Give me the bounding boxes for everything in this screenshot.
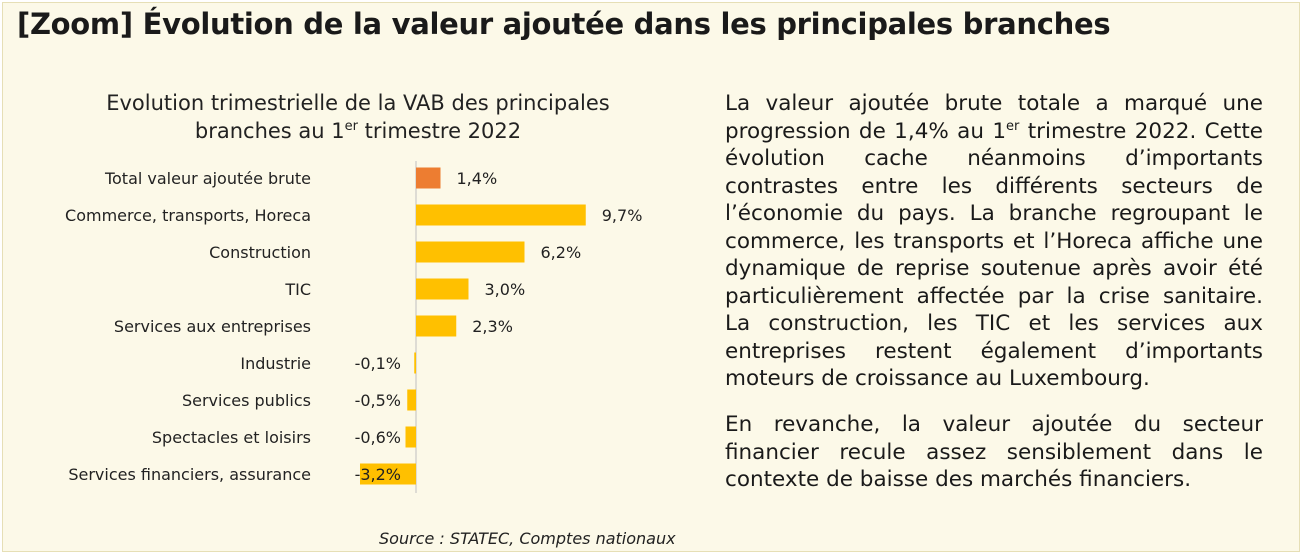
category-label: Services financiers, assurance bbox=[68, 465, 311, 484]
bar bbox=[414, 352, 416, 374]
bar bbox=[416, 167, 441, 189]
category-label: TIC bbox=[284, 280, 311, 299]
data-label: 1,4% bbox=[457, 169, 498, 188]
chart-title: Evolution trimestrielle de la VAB des pr… bbox=[63, 89, 653, 145]
bar-chart: Total valeur ajoutée brute 1,4% Commerce, … bbox=[65, 161, 643, 493]
commentary-paragraph-2: En revanche, la valeur ajoutée du secteu… bbox=[725, 412, 1263, 492]
data-label: 9,7% bbox=[602, 206, 643, 225]
para1-superscript: er bbox=[1006, 118, 1020, 134]
bar bbox=[416, 241, 525, 263]
chart-source: Source : STATEC, Comptes nationaux bbox=[379, 529, 676, 548]
data-label: -3,2% bbox=[355, 465, 401, 484]
chart-title-text-end: trimestre 2022 bbox=[357, 119, 522, 143]
bar bbox=[407, 389, 416, 411]
data-label: 2,3% bbox=[472, 317, 513, 336]
bar bbox=[416, 315, 457, 337]
chart-title-superscript: er bbox=[344, 119, 358, 134]
data-label: -0,5% bbox=[355, 391, 401, 410]
category-label: Commerce, transports, Horeca bbox=[65, 206, 311, 225]
bar bbox=[360, 463, 416, 485]
bar bbox=[405, 426, 416, 448]
data-label: -0,6% bbox=[355, 428, 401, 447]
chart-title-text: Evolution trimestrielle de la VAB des pr… bbox=[106, 91, 610, 143]
category-label: Total valeur ajoutée brute bbox=[104, 169, 311, 188]
commentary-paragraph-1: La valeur ajoutée brute totale a marqué … bbox=[725, 90, 1263, 393]
category-label: Spectacles et loisirs bbox=[152, 428, 311, 447]
category-label: Industrie bbox=[240, 354, 311, 373]
category-label: Construction bbox=[209, 243, 311, 262]
bar bbox=[416, 204, 586, 226]
para1-text: La valeur ajoutée brute totale a marqué … bbox=[725, 91, 1263, 144]
data-label: 6,2% bbox=[541, 243, 582, 262]
para1-text-end: trimestre 2022. Cette évolution cache né… bbox=[725, 118, 1263, 392]
category-label: Services publics bbox=[182, 391, 311, 410]
data-label: -0,1% bbox=[355, 354, 401, 373]
data-label: 3,0% bbox=[485, 280, 526, 299]
page-title: [Zoom] Évolution de la valeur ajoutée da… bbox=[17, 7, 1111, 41]
category-label: Services aux entreprises bbox=[114, 317, 311, 336]
bar bbox=[416, 278, 469, 300]
